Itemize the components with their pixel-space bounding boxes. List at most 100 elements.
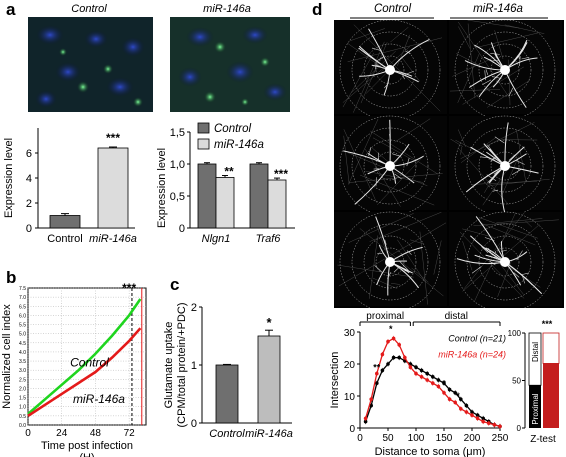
soma bbox=[500, 257, 510, 267]
fiber bbox=[397, 34, 411, 66]
chart-d-sholl: 0 10 20 30 0 50 100 150 200 250 proximal distal Cont… bbox=[329, 311, 509, 457]
panel-a-header-mir146a: miR-146a bbox=[203, 3, 251, 15]
panel-a-micrograph-control bbox=[28, 17, 153, 112]
fiber bbox=[353, 24, 441, 112]
sholl-xtick-label: 100 bbox=[408, 433, 425, 444]
sholl-xtick-label: 0 bbox=[357, 433, 363, 444]
panel-a-micrograph-mir146a bbox=[170, 17, 290, 112]
fiber bbox=[462, 241, 473, 271]
dendrite-branch bbox=[401, 173, 412, 182]
b-ytick-label: 4.0 bbox=[19, 350, 26, 356]
dendrite-branch bbox=[406, 157, 410, 167]
b-ytick-label: 7.0 bbox=[19, 295, 26, 301]
dendrite-branch bbox=[375, 61, 377, 70]
fiber bbox=[349, 28, 385, 42]
dendrite-branch bbox=[368, 147, 372, 157]
sholl-ytick-label: 10 bbox=[344, 392, 356, 403]
c-ytick-label: 1 bbox=[191, 360, 197, 372]
b-series-label: miR-146a bbox=[73, 392, 125, 406]
c-ytick-label: 2 bbox=[191, 302, 197, 314]
sholl-xtick-label: 150 bbox=[436, 433, 453, 444]
sholl-significance: * bbox=[456, 391, 460, 401]
dendrite-branch bbox=[519, 56, 521, 66]
fiber bbox=[450, 138, 463, 147]
neuron-image bbox=[449, 211, 562, 308]
panel-label-c: c bbox=[170, 275, 180, 294]
fiber bbox=[351, 50, 396, 93]
sholl-ytick-label: 0 bbox=[349, 424, 355, 435]
dendrite-branch bbox=[471, 266, 482, 274]
c-bar bbox=[215, 364, 239, 424]
fiber bbox=[458, 129, 466, 148]
dendrite-branch bbox=[516, 160, 525, 165]
a2-ytick-label: 1,5 bbox=[170, 127, 185, 139]
fiber bbox=[353, 41, 385, 113]
fiber bbox=[397, 239, 426, 283]
ztest-label-distal: Distal bbox=[531, 342, 540, 362]
a1-ytick-label: 4 bbox=[26, 173, 32, 185]
a1-ylabel: Expression level bbox=[3, 138, 15, 218]
sholl-ring bbox=[478, 43, 532, 97]
ztest-label-proximal: Proximal bbox=[531, 393, 540, 424]
a1-ytick-label: 2 bbox=[26, 198, 32, 210]
fiber bbox=[473, 219, 559, 226]
a2-ytick-label: 1,0 bbox=[170, 159, 185, 171]
fiber bbox=[343, 129, 377, 203]
c-bar bbox=[257, 335, 281, 424]
fiber bbox=[452, 55, 499, 77]
fiber bbox=[433, 240, 442, 275]
sholl-ring bbox=[375, 151, 405, 181]
c-ylabel: Glutamate uptake bbox=[163, 322, 175, 409]
dendrite-branch bbox=[484, 237, 495, 241]
a1-xtick-label: Control bbox=[47, 233, 82, 245]
dendrite-branch bbox=[406, 250, 412, 255]
neuron-image bbox=[334, 20, 447, 121]
fiber bbox=[370, 130, 439, 175]
fiber bbox=[500, 156, 519, 198]
panel-d-neuron-grid bbox=[334, 20, 564, 308]
sholl-ring bbox=[466, 127, 544, 205]
a1-ytick-label: 6 bbox=[26, 148, 32, 160]
chart-d-ztest-plot: 0 50 100 Distal Proximal *** Z-test bbox=[508, 319, 560, 445]
sholl-significance: ** bbox=[373, 362, 381, 372]
sholl-xtick-label: 250 bbox=[492, 433, 509, 444]
a1-xtick-label: miR-146a bbox=[89, 233, 137, 245]
dendrite-branch bbox=[494, 256, 499, 259]
chart-d-ztest: 0 50 100 Distal Proximal *** Z-test bbox=[508, 319, 560, 445]
a2-legend-swatch bbox=[197, 138, 210, 150]
sholl-ring bbox=[351, 223, 429, 301]
chart-c-plot: 0 1 2 Glutamate uptake (CPM/total protein/+P… bbox=[163, 302, 293, 440]
fiber bbox=[411, 267, 429, 283]
dendrite-branch bbox=[375, 177, 378, 187]
fiber bbox=[348, 118, 379, 185]
b-ytick-label: 0.5 bbox=[19, 414, 26, 420]
dendrite-branch bbox=[389, 133, 391, 143]
panel-d-header-control: Control bbox=[373, 3, 412, 15]
dendrite-branch bbox=[375, 56, 385, 62]
fiber bbox=[369, 235, 379, 299]
a2-ytick-label: 0,5 bbox=[170, 191, 185, 203]
fiber bbox=[457, 53, 480, 103]
a2-xtick-label: Nlgn1 bbox=[202, 233, 231, 245]
a2-legend-label: Control bbox=[214, 123, 252, 135]
sholl-region-label: proximal bbox=[366, 311, 404, 322]
chart-a1: 0 2 4 6 Expression level Control miR-146a *** bbox=[3, 128, 137, 245]
fiber bbox=[360, 42, 388, 104]
sholl-legend-control: Control (n=21) bbox=[448, 334, 506, 344]
fiber bbox=[458, 26, 471, 49]
panel-d-header-mir146a: miR-146a bbox=[473, 3, 523, 15]
dendrite-branch bbox=[494, 136, 505, 144]
dendrite-branch bbox=[384, 239, 387, 245]
fiber bbox=[504, 24, 545, 34]
sholl-ring bbox=[454, 211, 556, 308]
fiber bbox=[342, 67, 385, 103]
a2-significance: ** bbox=[224, 164, 234, 178]
sholl-ring bbox=[490, 247, 520, 277]
dendrite-branch bbox=[392, 153, 402, 157]
dendrite-branch bbox=[401, 71, 405, 80]
dendrite-branch bbox=[513, 272, 520, 278]
sholl-ring bbox=[466, 223, 544, 301]
fiber bbox=[410, 239, 425, 245]
b-significance: *** bbox=[122, 281, 136, 295]
c-ylabel2: (CPM/total protein/+PDC) bbox=[176, 302, 188, 427]
